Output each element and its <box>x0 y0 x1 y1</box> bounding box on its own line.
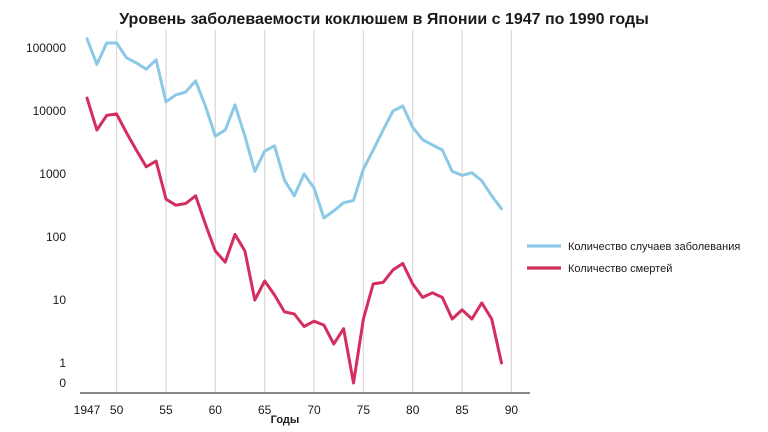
chart-title: Уровень заболеваемости коклюшем в Японии… <box>119 11 649 28</box>
x-tick-label: 80 <box>406 403 420 417</box>
y-tick-label: 10 <box>53 293 67 307</box>
x-tick-label: 65 <box>258 403 272 417</box>
x-tick-label: 90 <box>505 403 519 417</box>
y-tick-label: 10000 <box>33 104 67 118</box>
legend: Количество случаев заболевания Количество… <box>527 241 740 275</box>
x-tick-label: 85 <box>455 403 469 417</box>
y-tick-label: 1 <box>59 356 66 370</box>
axes: 1947 50 55 60 65 70 75 80 85 90 0 1 10 100 1000 10000 10… <box>26 41 530 417</box>
x-tick-label: 75 <box>357 403 371 417</box>
grid <box>116 30 513 393</box>
y-tick-label: 1000 <box>39 167 66 181</box>
series-line-2 <box>85 96 503 385</box>
series-layer <box>85 37 503 385</box>
x-axis-label: Годы <box>271 414 300 426</box>
x-tick-label: 50 <box>110 403 124 417</box>
y-tick-label: 0 <box>59 376 66 390</box>
x-tick-label: 55 <box>159 403 173 417</box>
y-tick-label: 100000 <box>26 41 66 55</box>
x-tick-label: 60 <box>209 403 223 417</box>
x-tick-label: 1947 <box>74 403 101 417</box>
series-line-1 <box>85 37 503 220</box>
legend-label: Количество смертей <box>568 263 672 275</box>
y-tick-label: 100 <box>46 230 66 244</box>
x-tick-label: 70 <box>307 403 321 417</box>
legend-label: Количество случаев заболевания <box>568 241 740 253</box>
